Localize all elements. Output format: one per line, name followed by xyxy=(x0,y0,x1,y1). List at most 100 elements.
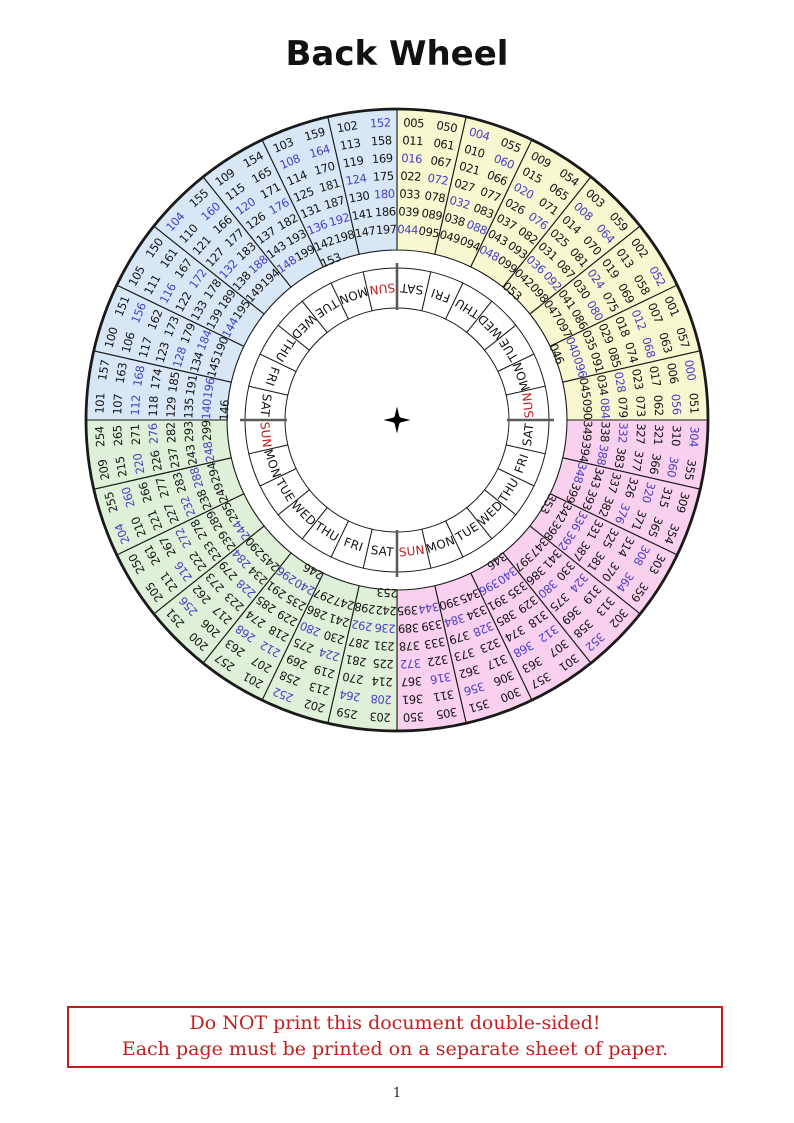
year-label: 282 xyxy=(163,422,178,444)
day-label: SUN xyxy=(257,421,274,448)
year-label: 309 xyxy=(673,490,692,514)
leap-year-label: 220 xyxy=(130,452,147,475)
day-label: FRI xyxy=(342,535,365,555)
leap-year-label: 288 xyxy=(187,466,206,490)
year-label: 095 xyxy=(418,223,441,240)
year-label: 326 xyxy=(622,476,641,500)
year-label: 241 xyxy=(327,611,351,630)
year-label: 061 xyxy=(432,136,455,153)
day-label: SAT xyxy=(399,281,424,298)
leap-year-label: 224 xyxy=(317,645,341,664)
leap-year-label: 168 xyxy=(130,365,147,388)
year-label: 141 xyxy=(351,206,374,223)
year-label: 023 xyxy=(629,368,646,391)
year-label: 237 xyxy=(165,446,182,469)
year-label: 383 xyxy=(611,447,628,470)
year-label: 187 xyxy=(322,193,346,212)
year-label: 034 xyxy=(594,374,611,397)
year-label: 119 xyxy=(342,153,365,170)
year-label: 033 xyxy=(399,186,421,201)
year-label: 039 xyxy=(398,204,420,219)
leap-year-label: 276 xyxy=(146,423,161,445)
year-label: 102 xyxy=(336,118,359,135)
year-label: 185 xyxy=(165,371,182,394)
day-label: SAT xyxy=(520,422,537,447)
leap-year-label: 128 xyxy=(170,345,189,369)
leap-year-label: 316 xyxy=(429,670,452,687)
leap-year-label: 004 xyxy=(467,125,491,144)
year-label: 350 xyxy=(403,709,425,724)
year-label: 294 xyxy=(204,461,223,485)
year-label: 339 xyxy=(420,617,443,634)
year-label: 117 xyxy=(136,336,155,360)
year-label: 130 xyxy=(348,188,371,205)
leap-year-label: 044 xyxy=(397,222,419,237)
print-warning-line1: Do NOT print this document double-sided! xyxy=(189,1012,601,1034)
leap-year-label: 292 xyxy=(351,617,374,634)
year-label: 038 xyxy=(443,210,467,229)
year-label: 215 xyxy=(113,455,130,478)
year-label: 254 xyxy=(92,426,107,448)
year-label: 214 xyxy=(371,674,393,689)
leap-year-label: 360 xyxy=(664,455,681,478)
leap-year-label: 180 xyxy=(374,186,396,201)
year-label: 017 xyxy=(647,365,664,388)
year-label: 287 xyxy=(348,634,371,651)
year-label: 270 xyxy=(342,670,365,687)
year-label: 057 xyxy=(673,326,692,350)
leap-year-label: 084 xyxy=(598,398,613,420)
year-label: 186 xyxy=(375,204,397,219)
year-label: 175 xyxy=(373,169,395,184)
year-label: 158 xyxy=(371,133,393,148)
year-label: 349 xyxy=(580,420,595,442)
year-label: 298 xyxy=(354,599,377,616)
leap-year-label: 124 xyxy=(345,171,368,188)
year-label: 174 xyxy=(148,368,165,391)
year-label: 202 xyxy=(303,696,327,715)
year-label: 327 xyxy=(633,423,648,445)
leap-year-label: 028 xyxy=(611,371,628,394)
year-label: 074 xyxy=(622,341,641,365)
year-label: 322 xyxy=(426,652,449,669)
leap-year-label: 164 xyxy=(308,142,332,161)
year-label: 067 xyxy=(429,153,452,170)
leap-year-label: 140 xyxy=(199,398,214,420)
year-label: 145 xyxy=(204,355,223,379)
leap-year-label: 236 xyxy=(374,621,396,636)
leap-year-label: 032 xyxy=(448,193,472,212)
leap-year-label: 068 xyxy=(639,336,658,360)
year-label: 191 xyxy=(183,374,200,397)
year-label: 226 xyxy=(148,449,165,472)
year-label: 147 xyxy=(354,223,377,240)
year-label: 277 xyxy=(153,476,172,500)
day-label: SUN xyxy=(398,543,425,560)
year-label: 351 xyxy=(467,696,491,715)
year-label: 157 xyxy=(95,359,112,382)
year-label: 213 xyxy=(308,679,332,698)
year-label: 230 xyxy=(322,628,346,647)
day-label: SUN xyxy=(520,392,537,419)
year-label: 050 xyxy=(435,118,458,135)
year-label: 253 xyxy=(376,585,398,600)
leap-year-label: 388 xyxy=(594,444,611,467)
year-label: 321 xyxy=(651,424,666,446)
year-label: 311 xyxy=(432,687,455,704)
leap-year-label: 016 xyxy=(401,151,423,166)
year-label: 367 xyxy=(401,674,423,689)
year-label: 045 xyxy=(576,377,593,400)
year-label: 027 xyxy=(453,176,477,195)
year-label: 299 xyxy=(199,420,214,442)
year-label: 283 xyxy=(170,471,189,495)
leap-year-label: 344 xyxy=(417,599,440,616)
year-label: 089 xyxy=(421,206,444,223)
leap-year-label: 356 xyxy=(462,679,486,698)
year-label: 343 xyxy=(588,466,607,490)
day-label: SAT xyxy=(258,393,275,418)
leap-year-label: 056 xyxy=(669,394,684,416)
year-label: 159 xyxy=(303,125,327,144)
year-label: 101 xyxy=(92,392,107,414)
year-label: 225 xyxy=(372,656,394,671)
year-label: 085 xyxy=(605,345,624,369)
leap-year-label: 304 xyxy=(686,426,701,448)
year-label: 243 xyxy=(183,443,200,466)
